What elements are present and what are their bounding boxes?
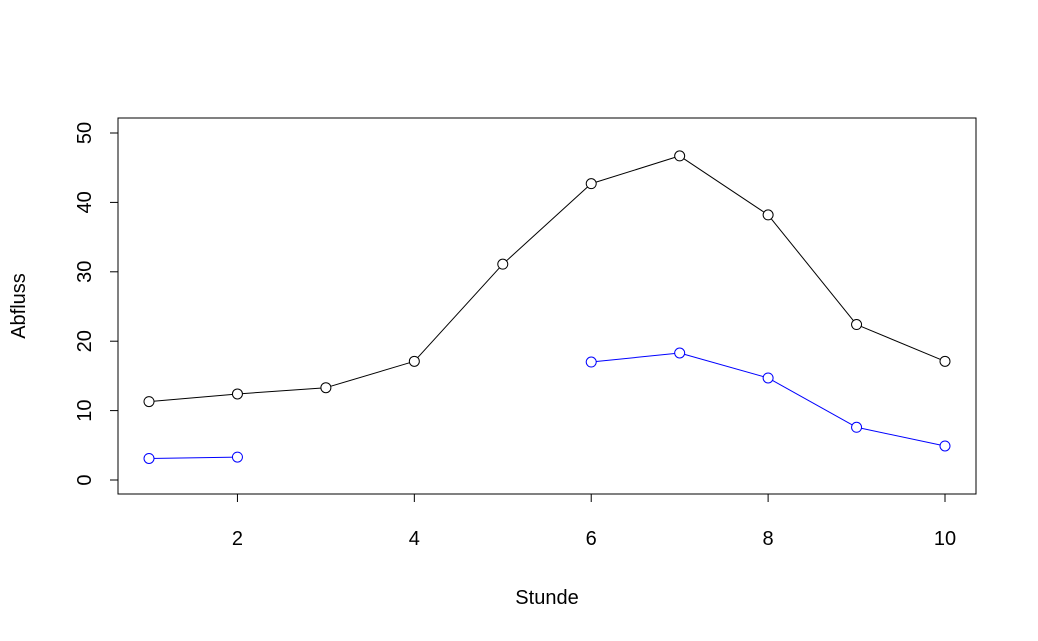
series-line-segment [591, 352, 680, 363]
data-point [674, 150, 686, 162]
series-line-segment [767, 214, 857, 325]
series-line-segment [591, 155, 680, 185]
y-tick-label: 30 [74, 261, 96, 283]
data-point [320, 382, 332, 394]
data-point [143, 452, 155, 464]
series-line-segment [502, 183, 592, 265]
series-line-segment [148, 393, 238, 403]
data-point [762, 372, 774, 384]
series-line-segment [148, 456, 238, 459]
data-point [939, 440, 951, 452]
y-tick-label: 0 [74, 474, 96, 485]
data-point [408, 355, 420, 367]
x-axis-label: Stunde [515, 587, 578, 609]
data-point [143, 396, 155, 408]
x-axis: 2 4 6 8 10 [232, 493, 956, 550]
y-axis-label: Abfluss [8, 273, 30, 339]
series-line-segment [237, 387, 326, 395]
series-2 [143, 347, 951, 464]
data-point [585, 178, 597, 190]
data-point [585, 356, 597, 368]
series-1 [143, 150, 951, 408]
data-point [231, 388, 243, 400]
plot-frame [117, 117, 977, 495]
series-line-segment [767, 377, 857, 428]
series-line-segment [856, 324, 946, 362]
series-line-segment [679, 155, 769, 216]
series-line-segment [325, 360, 415, 389]
y-axis: 0 10 20 30 40 50 [74, 122, 119, 486]
data-point [497, 258, 509, 270]
y-tick-label: 50 [74, 122, 96, 144]
y-tick-label: 40 [74, 191, 96, 213]
data-point [762, 209, 774, 221]
y-tick-label: 10 [74, 399, 96, 421]
x-tick-label: 4 [409, 528, 420, 550]
x-tick-label: 10 [934, 528, 956, 550]
data-point [231, 451, 243, 463]
series-line-segment [856, 426, 946, 447]
series-line-segment [679, 352, 769, 379]
series-layer [143, 150, 951, 464]
series-line-segment [413, 263, 504, 362]
data-point [939, 355, 951, 367]
x-tick-label: 2 [232, 528, 243, 550]
x-tick-label: 8 [763, 528, 774, 550]
data-point [851, 421, 863, 433]
y-tick-label: 20 [74, 330, 96, 352]
x-tick-label: 6 [586, 528, 597, 550]
data-point [674, 347, 686, 359]
data-point [851, 319, 863, 331]
